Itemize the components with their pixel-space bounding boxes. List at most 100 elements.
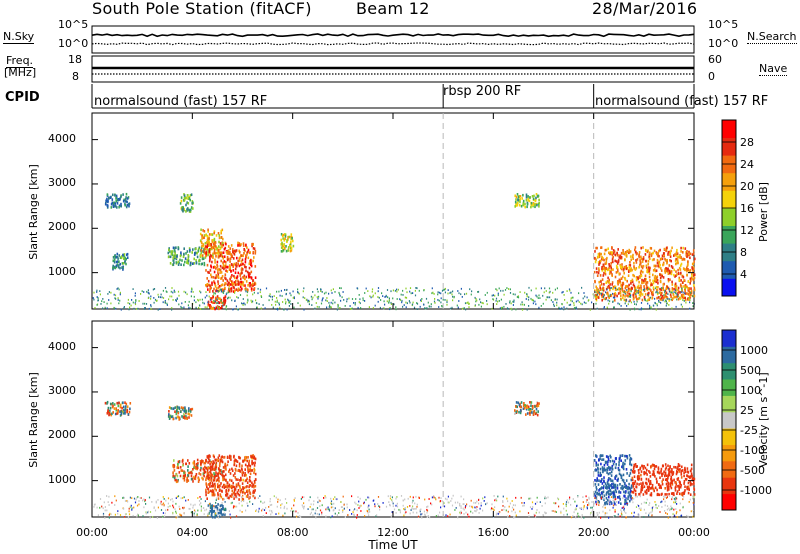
velocity-echo	[220, 489, 223, 493]
ground-scatter-echo	[539, 501, 541, 503]
power-echo	[646, 281, 649, 284]
power-echo	[626, 250, 629, 254]
power-echo	[196, 252, 198, 255]
power-echo	[519, 198, 521, 201]
ground-scatter-echo	[643, 516, 645, 518]
velocity-echo	[665, 466, 667, 469]
velocity-echo	[238, 498, 240, 501]
ground-scatter-echo	[566, 301, 568, 304]
ground-scatter-echo	[492, 298, 494, 300]
power-echo	[230, 275, 232, 279]
ground-scatter-echo	[495, 299, 497, 302]
velocity-echo	[664, 473, 667, 476]
ground-scatter-echo	[576, 505, 578, 507]
velocity-echo	[659, 476, 661, 479]
ground-scatter-echo	[595, 302, 597, 305]
velocity-echo	[111, 405, 114, 409]
power-echo	[667, 279, 670, 283]
ground-scatter-echo	[124, 500, 127, 502]
ground-scatter-echo	[685, 301, 687, 304]
power-echo	[606, 286, 609, 289]
power-echo	[654, 278, 656, 281]
ground-scatter-echo	[523, 504, 525, 507]
power-echo	[672, 297, 674, 300]
ground-scatter-echo	[215, 512, 217, 515]
power-echo	[200, 262, 203, 266]
power-echo	[238, 249, 240, 253]
ground-scatter-echo	[521, 502, 523, 504]
velocity-echo	[215, 479, 218, 483]
ground-scatter-echo	[689, 498, 691, 501]
ground-scatter-echo	[431, 503, 433, 506]
ground-scatter-echo	[565, 503, 567, 506]
power-echo	[213, 301, 215, 304]
ground-scatter-echo	[651, 507, 653, 509]
ground-scatter-echo	[260, 500, 262, 503]
velocity-echo	[628, 486, 631, 490]
ground-scatter-echo	[547, 496, 549, 499]
ground-scatter-echo	[99, 498, 102, 500]
power-echo	[597, 291, 599, 295]
power-echo	[614, 253, 617, 257]
power-echo	[631, 268, 633, 272]
velocity-echo	[240, 478, 242, 482]
ground-scatter-echo	[553, 303, 555, 306]
velocity-echo	[218, 467, 220, 471]
ground-scatter-echo	[448, 501, 450, 504]
ground-scatter-echo	[356, 514, 358, 516]
velocity-echo	[176, 405, 179, 409]
ground-scatter-echo	[104, 506, 106, 508]
power-echo	[666, 258, 668, 262]
power-echo	[116, 263, 119, 266]
ground-scatter-echo	[667, 293, 669, 295]
ground-scatter-echo	[310, 295, 312, 298]
ground-scatter-echo	[473, 501, 475, 504]
ground-scatter-echo	[388, 501, 390, 503]
ground-scatter-echo	[164, 301, 166, 304]
ground-scatter-echo	[377, 287, 380, 289]
power-echo	[634, 250, 637, 254]
velocity-echo	[218, 464, 221, 468]
velocity-echo	[210, 510, 213, 514]
ground-scatter-echo	[286, 288, 288, 291]
power-echo	[203, 234, 206, 237]
ground-scatter-echo	[636, 291, 638, 294]
velocity-echo	[613, 493, 616, 497]
velocity-echo	[242, 478, 244, 482]
velocity-echo	[657, 468, 660, 471]
ground-scatter-echo	[207, 514, 209, 517]
ground-scatter-echo	[307, 508, 309, 510]
power-echo	[627, 294, 629, 298]
ground-scatter-echo	[446, 498, 448, 501]
power-echo	[249, 282, 251, 285]
ground-scatter-echo	[129, 506, 131, 509]
power-echo	[629, 267, 631, 270]
ground-scatter-echo	[123, 496, 125, 499]
ground-scatter-echo	[355, 298, 357, 300]
ground-scatter-echo	[582, 496, 584, 498]
velocity-echo	[614, 485, 617, 489]
ground-scatter-echo	[390, 303, 392, 305]
velocity-echo	[648, 470, 650, 473]
power-echo	[220, 259, 222, 263]
velocity-echo	[611, 491, 613, 494]
velocity-echo	[537, 404, 540, 408]
power-echo	[669, 259, 671, 262]
power-echo	[216, 295, 219, 298]
ground-scatter-echo	[621, 507, 623, 509]
velocity-echo	[176, 407, 179, 410]
power-echo	[640, 246, 642, 250]
ground-scatter-echo	[644, 298, 646, 301]
velocity-echo	[651, 464, 653, 468]
power-echo	[121, 262, 124, 265]
ground-scatter-echo	[690, 510, 692, 513]
power-echo	[242, 284, 245, 287]
velocity-echo	[689, 476, 691, 480]
power-echo	[223, 296, 225, 300]
power-echo	[599, 286, 601, 289]
power-echo	[640, 261, 642, 264]
velocity-echo	[609, 460, 612, 463]
power-echo	[625, 267, 628, 271]
power-echo	[217, 232, 220, 235]
velocity-echo	[622, 464, 625, 468]
